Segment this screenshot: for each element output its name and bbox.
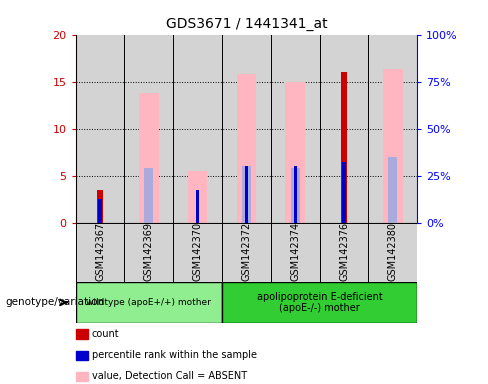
- Text: GSM142370: GSM142370: [193, 222, 203, 281]
- Bar: [341, 72, 347, 223]
- Bar: [144, 168, 153, 223]
- Bar: [245, 166, 248, 223]
- Bar: [237, 74, 256, 223]
- Bar: [173, 35, 222, 223]
- Text: apolipoprotein E-deficient
(apoE-/-) mother: apolipoprotein E-deficient (apoE-/-) mot…: [257, 291, 383, 313]
- Bar: [343, 162, 346, 223]
- Bar: [124, 35, 173, 223]
- Bar: [76, 372, 88, 381]
- Text: percentile rank within the sample: percentile rank within the sample: [92, 350, 257, 360]
- Bar: [76, 282, 222, 323]
- Bar: [124, 223, 173, 282]
- Text: genotype/variation: genotype/variation: [5, 297, 104, 308]
- Text: value, Detection Call = ABSENT: value, Detection Call = ABSENT: [92, 371, 247, 381]
- Bar: [76, 351, 88, 360]
- Bar: [76, 329, 88, 339]
- Bar: [222, 282, 417, 323]
- Text: GSM142374: GSM142374: [290, 222, 300, 281]
- Text: GSM142367: GSM142367: [95, 222, 105, 281]
- Bar: [242, 166, 251, 223]
- Bar: [222, 35, 271, 223]
- Title: GDS3671 / 1441341_at: GDS3671 / 1441341_at: [165, 17, 327, 31]
- Bar: [188, 171, 207, 223]
- Bar: [291, 168, 300, 223]
- Text: wildtype (apoE+/+) mother: wildtype (apoE+/+) mother: [86, 298, 211, 307]
- Bar: [320, 223, 368, 282]
- Bar: [383, 70, 403, 223]
- Text: GSM142369: GSM142369: [144, 222, 154, 281]
- Bar: [368, 223, 417, 282]
- Bar: [196, 190, 200, 223]
- Bar: [388, 157, 397, 223]
- Text: GSM142376: GSM142376: [339, 222, 349, 281]
- Bar: [222, 223, 271, 282]
- Text: GSM142380: GSM142380: [388, 222, 398, 281]
- Bar: [99, 199, 102, 223]
- Bar: [320, 35, 368, 223]
- Text: GSM142372: GSM142372: [242, 222, 251, 281]
- Bar: [368, 35, 417, 223]
- Bar: [271, 35, 320, 223]
- Bar: [139, 93, 159, 223]
- Bar: [173, 223, 222, 282]
- Text: count: count: [92, 329, 120, 339]
- Bar: [97, 190, 103, 223]
- Bar: [76, 223, 124, 282]
- Bar: [76, 35, 124, 223]
- Bar: [285, 82, 305, 223]
- Bar: [294, 166, 297, 223]
- Bar: [271, 223, 320, 282]
